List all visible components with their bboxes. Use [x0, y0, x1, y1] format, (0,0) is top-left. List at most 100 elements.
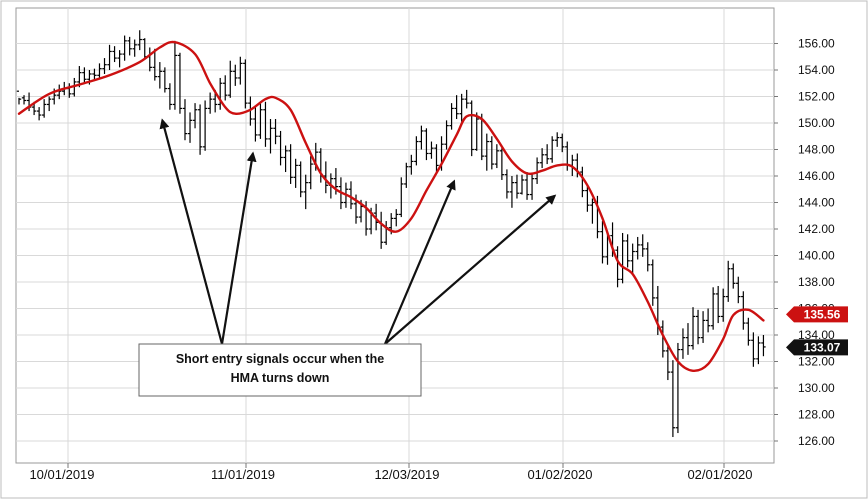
ohlc-bar: [288, 144, 293, 184]
y-tick-label: 132.00: [798, 355, 835, 369]
ohlc-bar: [107, 44, 112, 70]
ohlc-bar: [41, 99, 47, 118]
y-tick-label: 150.00: [798, 116, 835, 130]
ohlc-bar: [243, 59, 248, 109]
y-tick-label: 144.00: [798, 196, 835, 210]
ohlc-bar: [157, 62, 163, 89]
ohlc-bar: [127, 36, 132, 56]
ohlc-bar: [308, 156, 313, 190]
ohlc-bar: [82, 67, 87, 84]
annotation-box: [138, 343, 422, 397]
ohlc-bar: [223, 75, 228, 101]
ohlc-bar: [97, 63, 102, 80]
ohlc-bar: [218, 77, 223, 110]
annotation-text-line: HMA turns down: [231, 371, 330, 385]
ohlc-bar: [685, 323, 691, 355]
ohlc-bar: [258, 101, 263, 139]
ohlc-bar: [16, 90, 22, 105]
ohlc-bar: [645, 242, 650, 272]
ohlc-bar: [187, 112, 193, 143]
ohlc-bar: [504, 169, 510, 199]
ohlc-bar: [675, 342, 681, 434]
ohlc-bar: [736, 276, 741, 304]
ohlc-bar: [524, 172, 530, 200]
ohlc-bar: [499, 148, 505, 180]
price-bars: [16, 30, 766, 438]
ohlc-bar: [580, 166, 585, 198]
ohlc-bar: [409, 154, 414, 175]
ohlc-bar: [529, 173, 535, 200]
ohlc-bar: [207, 92, 213, 114]
y-tick-label: 146.00: [798, 169, 835, 183]
y-tick-label: 126.00: [798, 434, 835, 448]
x-tick-label: 11/01/2019: [211, 467, 275, 482]
y-tick-label: 140.00: [798, 249, 835, 263]
ohlc-bar: [122, 35, 127, 61]
ohlc-bar: [293, 158, 298, 188]
x-tick-label: 02/01/2020: [687, 467, 752, 482]
ohlc-bar: [484, 133, 489, 171]
y-tick-label: 152.00: [798, 90, 835, 104]
ohlc-bar: [399, 177, 404, 218]
ohlc-bar: [434, 144, 439, 173]
ohlc-bar: [137, 30, 142, 51]
ohlc-bar: [640, 234, 645, 257]
ohlc-bar: [514, 174, 520, 199]
ohlc-bar: [454, 95, 459, 120]
ohlc-bar: [625, 234, 630, 268]
ohlc-bar: [665, 345, 671, 381]
ohlc-bar: [177, 52, 183, 114]
annotation-text-line: Short entry signals occur when the: [176, 352, 384, 366]
ohlc-bar: [464, 89, 469, 109]
ohlc-bar: [670, 360, 676, 438]
x-tick-label: 10/01/2019: [29, 467, 94, 482]
ohlc-bar: [469, 100, 474, 157]
y-tick-label: 128.00: [798, 408, 835, 422]
ohlc-bar: [192, 103, 198, 129]
ohlc-bar: [590, 198, 595, 224]
ohlc-bar: [650, 259, 655, 306]
ohlc-bar: [21, 95, 27, 105]
ohlc-bar: [710, 287, 716, 330]
ohlc-bar: [429, 141, 434, 159]
ohlc-bar: [620, 232, 625, 284]
ohlc-bar: [756, 336, 761, 365]
ohlc-bar: [700, 311, 706, 343]
hma-series-line: [17, 40, 765, 373]
ohlc-bar: [635, 236, 640, 260]
ohlc-bar: [444, 120, 449, 150]
ohlc-bar: [283, 145, 288, 173]
arrow: [384, 194, 557, 345]
ohlc-bar: [489, 136, 495, 170]
ohlc-bar: [449, 103, 454, 130]
price-tag-shape: [786, 339, 848, 356]
x-axis: 10/01/2019 11/01/2019 12/03/2019 01/02/2020…: [29, 463, 753, 482]
ohlc-bar: [414, 136, 419, 166]
ohlc-bar: [715, 285, 721, 324]
ohlc-bar: [303, 174, 308, 210]
ohlc-bar: [404, 162, 409, 188]
ohlc-bar: [519, 174, 525, 195]
ohlc-bar: [555, 132, 560, 147]
ohlc-bar: [560, 133, 565, 153]
ohlc-bar: [424, 128, 429, 161]
ohlc-bar: [419, 125, 424, 150]
price-tags: 135.56 133.07: [786, 306, 848, 356]
ohlc-bar: [751, 332, 756, 367]
ohlc-bar: [167, 83, 173, 110]
ohlc-bar: [705, 308, 711, 333]
y-tick-label: 156.00: [798, 37, 835, 51]
arrow: [159, 118, 224, 345]
ohlc-bar: [92, 68, 97, 81]
ohlc-bar: [233, 64, 238, 86]
annotation: Short entry signals occur when the HMA tu…: [138, 118, 557, 397]
ohlc-bar: [152, 48, 158, 81]
price-tag-shape: [786, 306, 848, 323]
ohlc-bar: [394, 209, 399, 227]
ohlc-bar: [348, 181, 354, 210]
ohlc-bar: [660, 320, 666, 358]
ohlc-bar: [238, 56, 243, 85]
ohlc-bar: [278, 130, 283, 166]
y-tick-label: 148.00: [798, 143, 835, 157]
